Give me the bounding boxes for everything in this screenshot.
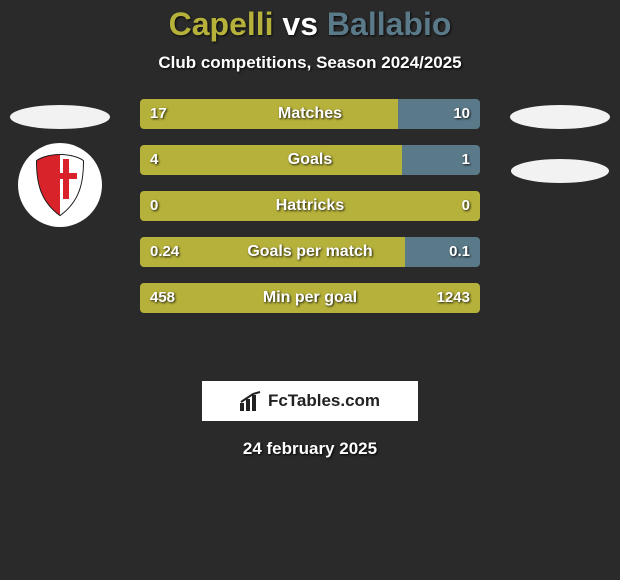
- comparison-card: Capelli vs Ballabio Club competitions, S…: [0, 0, 620, 459]
- stat-bar-left: [140, 283, 480, 313]
- stat-bar-right: [402, 145, 480, 175]
- player1-name: Capelli: [169, 6, 274, 42]
- stat-bar-right: [405, 237, 480, 267]
- brand-label: FcTables.com: [268, 391, 380, 411]
- player2-placeholder2-icon: [511, 159, 609, 183]
- stat-row: 4581243Min per goal: [140, 283, 480, 313]
- stat-bar-left: [140, 99, 398, 129]
- player2-placeholder1-icon: [510, 105, 610, 129]
- stat-bar-left: [140, 191, 480, 221]
- player1-side: [0, 99, 120, 227]
- club-badge: [18, 143, 102, 227]
- stat-bar-left: [140, 237, 405, 267]
- stat-row: 1710Matches: [140, 99, 480, 129]
- player2-name: Ballabio: [327, 6, 451, 42]
- shield-icon: [33, 153, 87, 217]
- player2-side: [500, 99, 620, 183]
- stats-area: 1710Matches 41Goals 00Hattricks 0.240.1Goal…: [0, 99, 620, 369]
- stat-bars: 1710Matches 41Goals 00Hattricks 0.240.1Goal…: [140, 99, 480, 329]
- stat-row: 0.240.1Goals per match: [140, 237, 480, 267]
- page-title: Capelli vs Ballabio: [0, 6, 620, 43]
- brand-chart-icon: [240, 391, 262, 411]
- subtitle: Club competitions, Season 2024/2025: [0, 53, 620, 73]
- stat-bar-left: [140, 145, 402, 175]
- stat-bar-right: [398, 99, 480, 129]
- stat-row: 00Hattricks: [140, 191, 480, 221]
- vs-text: vs: [282, 6, 318, 42]
- player1-placeholder-icon: [10, 105, 110, 129]
- date-label: 24 february 2025: [0, 439, 620, 459]
- stat-row: 41Goals: [140, 145, 480, 175]
- brand-box[interactable]: FcTables.com: [202, 381, 418, 421]
